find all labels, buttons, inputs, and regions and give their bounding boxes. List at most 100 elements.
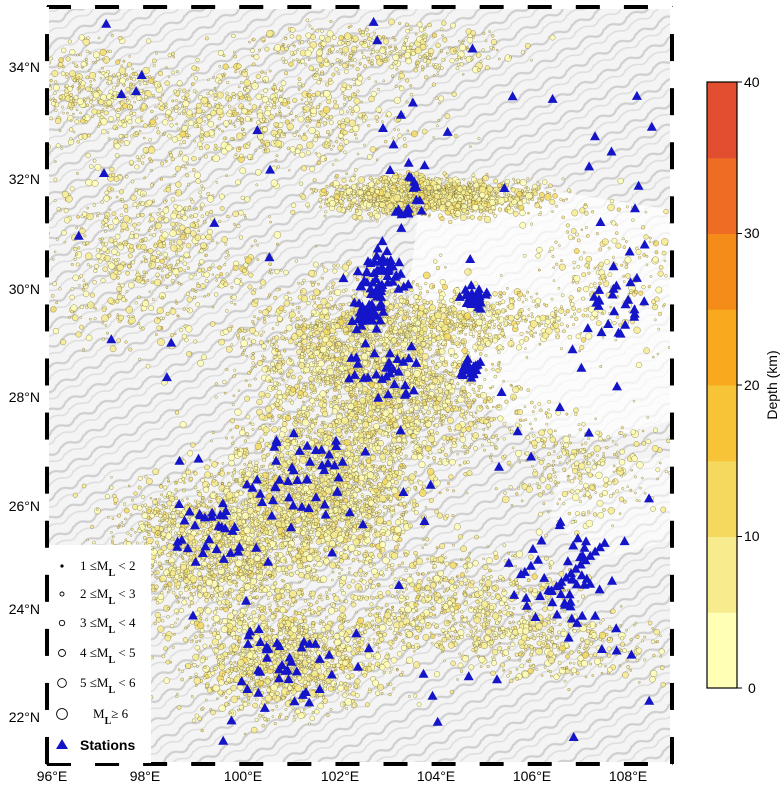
earthquake-event <box>334 368 337 371</box>
earthquake-event <box>313 304 317 308</box>
earthquake-event <box>358 545 360 547</box>
earthquake-event <box>231 436 233 438</box>
earthquake-event <box>257 399 263 405</box>
earthquake-event <box>329 297 333 301</box>
earthquake-event <box>284 330 287 333</box>
earthquake-event <box>404 202 406 204</box>
earthquake-event <box>337 207 343 213</box>
earthquake-event <box>365 504 368 507</box>
earthquake-event <box>368 410 374 416</box>
earthquake-event <box>320 201 322 203</box>
earthquake-event <box>222 462 224 464</box>
earthquake-event <box>435 352 437 354</box>
earthquake-event <box>296 306 299 309</box>
earthquake-event <box>240 484 243 487</box>
earthquake-event <box>412 335 417 340</box>
earthquake-event <box>304 574 310 580</box>
earthquake-event <box>374 529 376 531</box>
earthquake-event <box>443 189 445 191</box>
earthquake-event <box>351 495 354 498</box>
earthquake-event <box>247 436 249 438</box>
earthquake-event <box>291 491 294 494</box>
earthquake-event <box>479 192 485 198</box>
earthquake-event <box>331 429 333 431</box>
earthquake-event <box>316 504 318 506</box>
earthquake-event <box>357 514 359 516</box>
earthquake-event <box>313 349 315 351</box>
earthquake-event <box>388 468 391 471</box>
earthquake-event <box>329 200 335 206</box>
earthquake-event <box>293 437 295 439</box>
earthquake-event <box>342 349 346 353</box>
earthquake-event <box>203 583 207 587</box>
earthquake-event <box>330 401 333 404</box>
earthquake-event <box>238 449 240 451</box>
earthquake-event <box>259 310 262 313</box>
earthquake-event <box>368 208 370 210</box>
earthquake-event <box>393 509 395 511</box>
earthquake-event <box>301 295 308 302</box>
earthquake-event <box>222 380 226 384</box>
earthquake-event <box>326 341 332 347</box>
earthquake-event <box>320 346 327 353</box>
earthquake-event <box>471 177 476 182</box>
earthquake-event <box>324 315 329 320</box>
earthquake-event <box>527 177 529 179</box>
earthquake-event <box>311 283 315 287</box>
earthquake-event <box>452 368 456 372</box>
earthquake-event <box>309 440 315 446</box>
earthquake-event <box>559 198 562 201</box>
earthquake-event <box>250 522 252 524</box>
earthquake-event <box>378 482 382 486</box>
earthquake-event <box>325 519 327 521</box>
earthquake-event <box>112 536 114 538</box>
earthquake-event <box>488 209 492 213</box>
earthquake-event <box>331 532 338 539</box>
earthquake-event <box>358 534 363 539</box>
earthquake-event <box>348 557 350 559</box>
earthquake-event <box>352 506 356 510</box>
earthquake-event <box>394 526 401 533</box>
earthquake-event <box>445 414 447 416</box>
earthquake-event <box>355 512 357 514</box>
earthquake-event <box>316 539 322 545</box>
earthquake-event <box>320 478 325 483</box>
earthquake-event <box>539 206 541 208</box>
earthquake-event <box>297 492 300 495</box>
earthquake-event <box>304 367 310 373</box>
earthquake-event <box>253 323 255 325</box>
earthquake-event <box>312 192 314 194</box>
earthquake-event <box>317 283 319 285</box>
earthquake-event <box>375 438 377 440</box>
earthquake-event <box>403 477 407 481</box>
earthquake-event <box>420 406 423 409</box>
earthquake-event <box>269 269 271 271</box>
earthquake-event <box>278 467 281 470</box>
earthquake-event <box>352 192 355 195</box>
earthquake-event <box>446 178 449 181</box>
earthquake-event <box>307 407 310 410</box>
earthquake-event <box>251 366 254 369</box>
earthquake-event <box>295 324 299 328</box>
earthquake-event <box>403 502 407 506</box>
earthquake-event <box>419 461 425 467</box>
earthquake-event <box>369 530 371 532</box>
earthquake-event <box>379 542 385 548</box>
earthquake-event <box>414 171 419 176</box>
earthquake-event <box>517 191 522 196</box>
earthquake-event <box>347 195 350 198</box>
earthquake-event <box>532 184 537 189</box>
earthquake-event <box>454 214 456 216</box>
earthquake-event <box>315 321 317 323</box>
earthquake-event <box>288 297 292 301</box>
earthquake-event <box>285 474 287 476</box>
earthquake-event <box>351 184 357 190</box>
earthquake-event <box>226 346 232 352</box>
earthquake-event <box>398 544 400 546</box>
earthquake-event <box>380 338 383 341</box>
earthquake-event <box>301 352 304 355</box>
earthquake-event <box>447 482 449 484</box>
earthquake-event <box>334 375 337 378</box>
earthquake-event <box>283 350 286 353</box>
earthquake-event <box>314 301 316 303</box>
